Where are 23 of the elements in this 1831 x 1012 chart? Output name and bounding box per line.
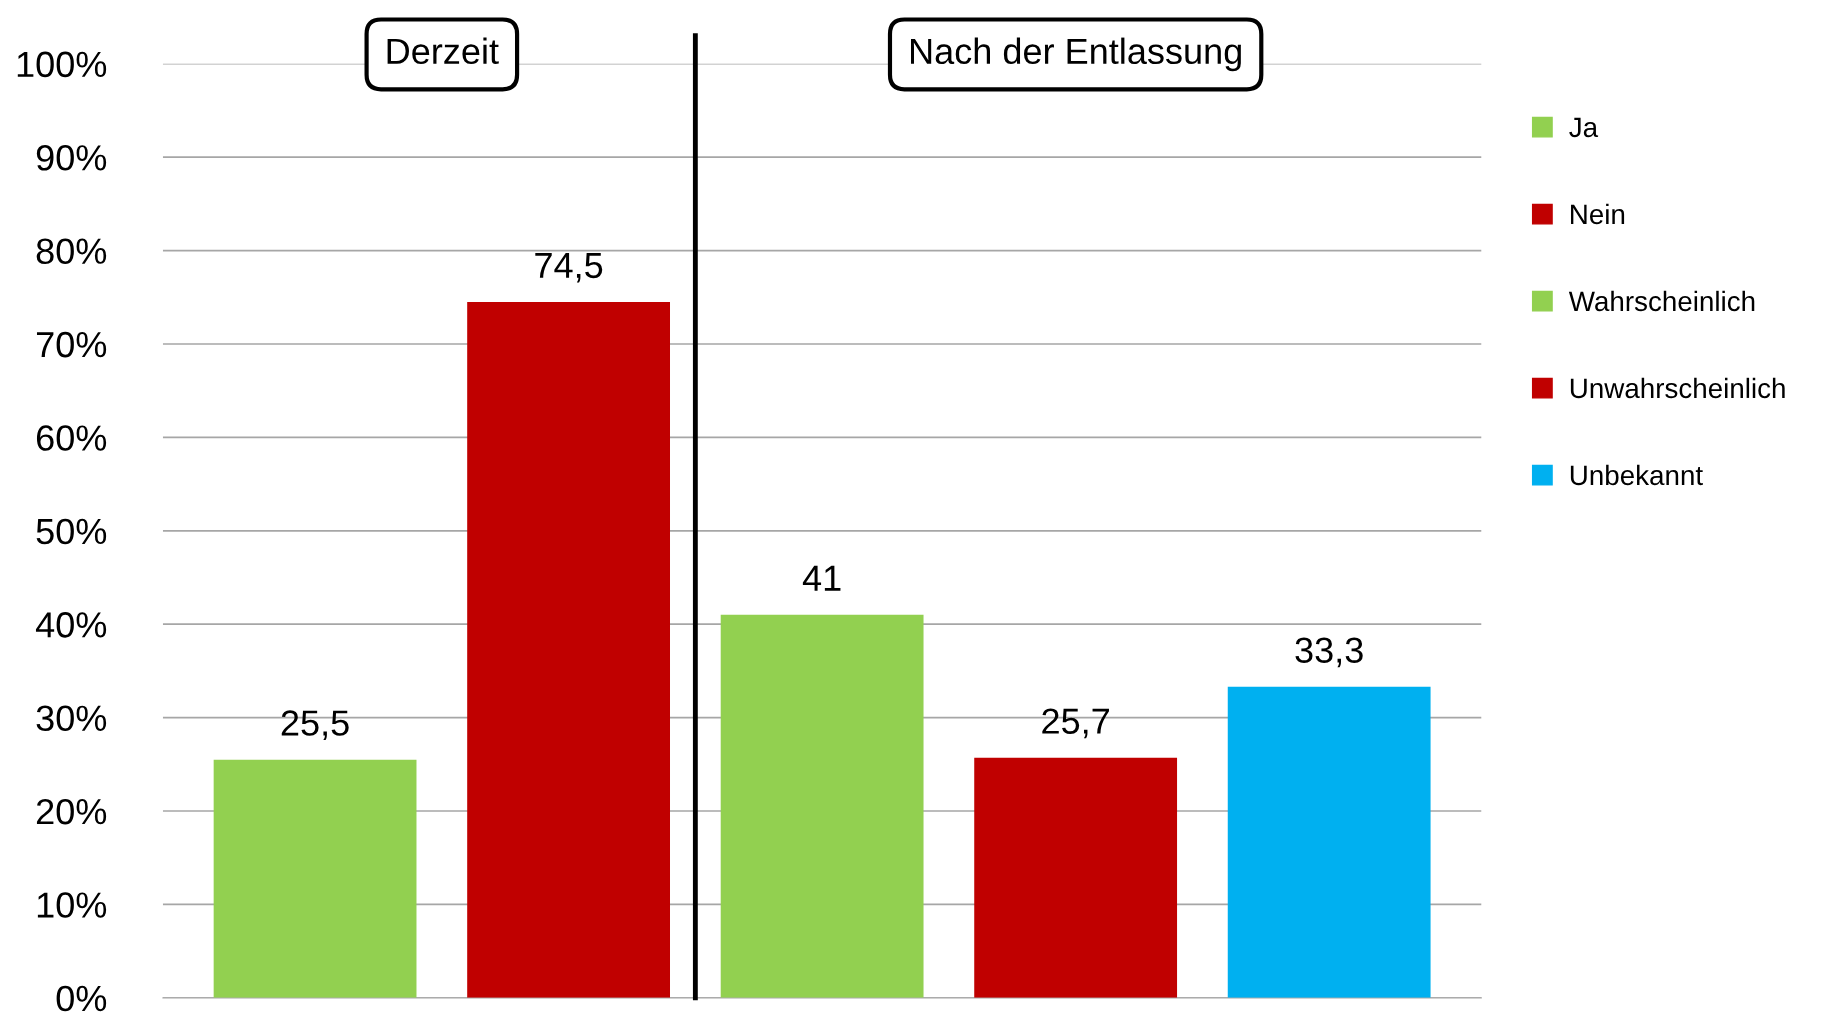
legend-label: Unbekannt (1570, 464, 1703, 486)
y-tick-label: 60% (36, 425, 107, 451)
annotation: Nach der Entlassung (911, 37, 1241, 72)
data-label: 33,3 (1295, 637, 1363, 668)
data-label: 25,5 (281, 710, 349, 741)
y-tick-label: 70% (36, 331, 107, 358)
y-tick-label: 20% (36, 798, 107, 825)
y-tick-label: 30% (36, 705, 107, 732)
y-tick-label: 0% (56, 985, 107, 1012)
y-tick-label: 40% (35, 612, 107, 638)
y-tick-label: 90% (36, 145, 107, 171)
legend-label: Wahrscheinlich (1568, 290, 1755, 312)
data-label: 41 (802, 565, 841, 591)
data-label: 74,5 (535, 252, 603, 283)
y-tick-label: 80% (36, 238, 107, 265)
legend-label: Ja (1569, 117, 1599, 138)
annotation: Derzeit (387, 37, 499, 65)
y-tick-label: 50% (36, 518, 107, 545)
legend-label: Nein (1571, 203, 1625, 225)
legend-label: Unwahrscheinlich (1570, 377, 1785, 399)
data-label: 25,7 (1042, 708, 1109, 739)
y-tick-label: 100% (17, 51, 107, 78)
y-tick-label: 10% (37, 892, 107, 918)
